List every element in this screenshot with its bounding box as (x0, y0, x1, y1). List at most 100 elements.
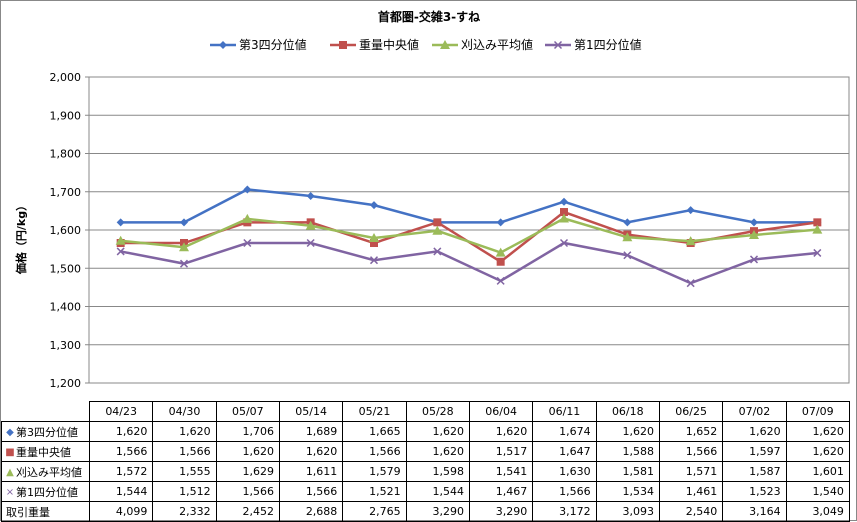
data-point (179, 242, 189, 252)
data-label: 1,620 (595, 421, 660, 442)
data-point (559, 213, 569, 223)
y-tick-label: 1,400 (50, 301, 82, 314)
data-label: 1,566 (658, 441, 724, 462)
data-label: 1,566 (278, 481, 344, 502)
data-point (116, 247, 125, 256)
data-label: 1,597 (722, 441, 787, 462)
y-tick-label: 1,200 (50, 377, 82, 390)
data-label: 1,706 (215, 421, 280, 442)
data-label: 1,523 (722, 481, 787, 502)
gridlines (85, 76, 850, 384)
series-group (115, 185, 823, 288)
data-point (813, 218, 822, 227)
y-tick-label: 1,800 (50, 148, 82, 161)
data-label: 1,521 (342, 481, 407, 502)
data-point (686, 279, 695, 288)
data-label: 2,332 (152, 501, 217, 522)
data-point (179, 259, 189, 268)
series-line (120, 210, 818, 264)
legend: 第3四分位値 重量中央値 刈込み平均値 第1四分位値 (210, 37, 642, 52)
y-axis-ticks: 1,200 1,300 1,400 1,500 1,600 1,700 1,800 1,900… (50, 71, 82, 390)
chart-title: 首都圏-交雑3-すね (378, 9, 480, 24)
data-label: 1,647 (532, 441, 597, 462)
table-corner (1, 401, 90, 422)
square-marker-icon: ■ (5, 447, 15, 458)
data-point (369, 256, 379, 265)
data-point (623, 218, 632, 227)
data-point (243, 185, 252, 194)
data-label: 1,689 (278, 421, 344, 442)
legend-label: 第1四分位値 (574, 37, 642, 52)
diamond-marker-icon: ◆ (6, 427, 14, 438)
series-line (120, 241, 818, 285)
data-point (559, 238, 569, 248)
data-label: 2,688 (278, 501, 344, 522)
x-tick-label: 06/25 (658, 401, 724, 422)
data-point (369, 233, 379, 243)
data-point (750, 218, 758, 227)
table-row: ◆ 第3四分位値 1,620 1,620 1,706 1,689 1,665 1,620 1,6… (1, 421, 850, 442)
legend-label: 重量中央値 (359, 37, 419, 52)
legend-item: 第3四分位値 (210, 37, 307, 52)
data-point (370, 239, 378, 248)
data-label: 1,534 (595, 481, 660, 502)
row-label: × 第1四分位値 (1, 481, 90, 502)
table-row: ■重量中央値 1,566 1,566 1,620 1,620 1,566 1,620 1,51… (1, 441, 850, 462)
data-label: 1,620 (722, 421, 787, 442)
triangle-marker-icon: ▲ (6, 467, 14, 478)
x-tick-label: 07/02 (722, 401, 787, 422)
data-point (432, 225, 443, 235)
data-label: 1,674 (532, 421, 597, 442)
data-label: 1,620 (468, 421, 534, 442)
data-label: 1,517 (468, 441, 534, 462)
data-label: 1,566 (215, 481, 280, 502)
data-point (496, 276, 505, 285)
y-tick-label: 1,300 (50, 339, 82, 352)
data-label: 1,620 (785, 441, 850, 462)
x-marker-icon: × (5, 487, 15, 498)
table-row: ▲ 刈込み平均値 1,572 1,555 1,629 1,611 1,579 1,598 1,5… (1, 461, 850, 482)
x-tick-label: 07/09 (785, 401, 850, 422)
data-label: 1,598 (405, 461, 470, 482)
data-label: 1,461 (658, 481, 724, 502)
series-2 (116, 208, 822, 266)
x-tick-label: 06/04 (468, 401, 534, 422)
data-label: 1,620 (405, 421, 470, 442)
line-chart: 首都圏-交雑3-すね 第3四分位値 重量中央値 刈込み平均値 第1四分位値 1,200… (14, 9, 850, 390)
data-label: 2,452 (215, 501, 280, 522)
series-line (120, 217, 818, 254)
data-label: 1,566 (152, 441, 217, 462)
data-label: 2,540 (658, 501, 724, 522)
data-label: 1,611 (278, 461, 344, 482)
x-tick-label: 04/30 (152, 401, 217, 422)
row-label: ◆ 第3四分位値 (1, 421, 90, 442)
data-label: 3,049 (785, 501, 850, 522)
table-header-row: 04/23 04/30 05/07 05/14 05/21 05/28 06/04 06/11… (1, 401, 850, 422)
data-label: 1,544 (405, 481, 470, 502)
data-point (685, 236, 696, 246)
data-table: 04/23 04/30 05/07 05/14 05/21 05/28 06/04 06/11… (1, 401, 850, 522)
data-label: 1,566 (342, 441, 407, 462)
data-label: 3,172 (532, 501, 597, 522)
data-point (433, 247, 442, 256)
y-tick-label: 1,600 (50, 224, 82, 237)
data-point (305, 220, 316, 230)
data-label: 1,620 (152, 421, 217, 442)
row-label: 取引重量 (1, 501, 90, 522)
data-point (560, 197, 568, 206)
data-point (306, 238, 315, 248)
data-label: 1,630 (532, 461, 597, 482)
data-label: 1,665 (342, 421, 407, 442)
x-tick-label: 06/18 (595, 401, 660, 422)
data-point (813, 248, 822, 257)
data-label: 2,765 (342, 501, 407, 522)
data-label: 1,540 (785, 481, 850, 502)
data-point (622, 232, 633, 242)
table-row: × 第1四分位値 1,544 1,512 1,566 1,566 1,521 1,544 1,4… (1, 481, 850, 502)
data-label: 1,579 (342, 461, 407, 482)
data-label: 3,093 (595, 501, 660, 522)
y-axis-label: 価格（円/kg） (14, 200, 28, 275)
data-point (433, 218, 442, 227)
data-label: 1,620 (215, 441, 280, 462)
